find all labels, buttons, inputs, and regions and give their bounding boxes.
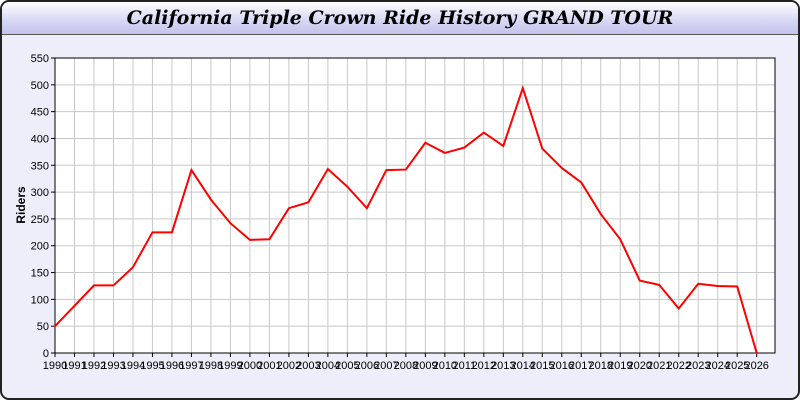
data-point <box>405 168 407 171</box>
x-tick-label: 2019 <box>608 360 632 372</box>
x-tick-label: 2026 <box>744 360 768 372</box>
y-tick-label: 400 <box>31 133 49 145</box>
data-point <box>736 285 739 288</box>
data-point <box>424 141 427 144</box>
data-point <box>288 207 290 209</box>
x-tick-label: 1994 <box>121 360 145 372</box>
x-tick-label: 2011 <box>452 360 476 372</box>
data-point <box>132 266 134 268</box>
x-tick-label: 1992 <box>82 360 106 372</box>
x-tick-label: 2004 <box>316 360 340 372</box>
x-tick-label: 2015 <box>530 360 554 372</box>
data-point <box>463 146 466 149</box>
data-point <box>327 168 329 170</box>
data-point <box>151 231 154 234</box>
data-point <box>249 239 251 241</box>
x-tick-label: 1998 <box>199 360 223 372</box>
x-tick-label: 2024 <box>705 360 729 372</box>
data-point <box>346 185 349 188</box>
x-tick-label: 2023 <box>686 360 710 372</box>
x-tick-label: 2007 <box>374 360 398 372</box>
y-tick-label: 350 <box>31 160 49 172</box>
grid <box>54 57 775 354</box>
x-tick-label: 1997 <box>179 360 203 372</box>
data-point <box>229 222 232 224</box>
data-point <box>171 231 173 234</box>
data-point <box>619 238 622 241</box>
y-tick-label: 550 <box>31 53 49 65</box>
data-point <box>658 284 661 286</box>
x-axis: 1990199119921993199419951996199719981999… <box>43 353 769 372</box>
data-point <box>112 284 115 287</box>
data-point <box>210 198 212 201</box>
y-tick-label: 500 <box>31 80 49 92</box>
data-point <box>93 284 95 287</box>
x-tick-label: 2018 <box>589 360 613 372</box>
y-axis-label: Riders <box>14 186 28 224</box>
data-point <box>190 169 193 171</box>
y-tick-label: 150 <box>31 268 49 280</box>
data-point <box>599 213 602 215</box>
x-tick-label: 1999 <box>218 360 242 372</box>
data-point <box>580 181 583 184</box>
data-point <box>444 152 446 154</box>
x-tick-label: 2008 <box>394 360 418 372</box>
data-point <box>697 283 700 285</box>
data-point <box>366 207 368 209</box>
x-tick-label: 2021 <box>647 360 671 372</box>
y-tick-label: 250 <box>31 214 49 226</box>
x-tick-label: 2010 <box>433 360 457 372</box>
data-point <box>677 307 680 310</box>
data-points <box>54 87 758 354</box>
x-tick-label: 2025 <box>725 360 749 372</box>
data-point <box>483 131 485 134</box>
x-tick-label: 2000 <box>238 360 262 372</box>
data-point <box>268 238 271 241</box>
x-tick-label: 2009 <box>413 360 437 372</box>
data-point <box>755 352 758 354</box>
data-point <box>638 279 641 282</box>
data-point <box>522 87 524 89</box>
data-point <box>502 145 505 147</box>
y-tick-label: 450 <box>31 107 49 119</box>
x-tick-label: 2002 <box>277 360 301 372</box>
x-tick-label: 2003 <box>296 360 320 372</box>
x-tick-label: 1995 <box>140 360 164 372</box>
data-point <box>385 169 388 171</box>
x-tick-label: 2014 <box>511 360 535 372</box>
x-tick-label: 2017 <box>569 360 593 372</box>
x-tick-label: 2020 <box>628 360 652 372</box>
chart-title: California Triple Crown Ride History GRA… <box>126 7 674 29</box>
y-tick-label: 200 <box>31 241 49 253</box>
data-point <box>716 285 719 287</box>
y-axis: 0 50 100 150 200 250 300 350 400 450 500 550 <box>31 53 55 360</box>
data-point <box>54 325 56 327</box>
x-tick-label: 1991 <box>62 360 86 372</box>
y-tick-label: 100 <box>31 294 49 306</box>
x-tick-label: 2022 <box>666 360 690 372</box>
x-tick-label: 2012 <box>472 360 496 372</box>
y-tick-label: 50 <box>37 321 49 333</box>
plot-background <box>55 58 775 353</box>
data-point <box>560 167 563 169</box>
x-tick-label: 1990 <box>43 360 67 372</box>
x-tick-label: 1996 <box>160 360 184 372</box>
plot-area <box>54 57 776 354</box>
x-tick-label: 2001 <box>257 360 281 372</box>
title-bar: California Triple Crown Ride History GRA… <box>2 2 798 35</box>
data-point <box>73 305 76 307</box>
y-tick-label: 300 <box>31 187 49 199</box>
y-tick-label: 0 <box>43 348 49 360</box>
x-tick-label: 2016 <box>550 360 574 372</box>
x-tick-label: 2006 <box>355 360 379 372</box>
data-point <box>307 201 310 204</box>
x-tick-label: 2013 <box>491 360 515 372</box>
data-point <box>541 147 544 150</box>
x-tick-label: 2005 <box>335 360 359 372</box>
x-tick-label: 1993 <box>101 360 125 372</box>
